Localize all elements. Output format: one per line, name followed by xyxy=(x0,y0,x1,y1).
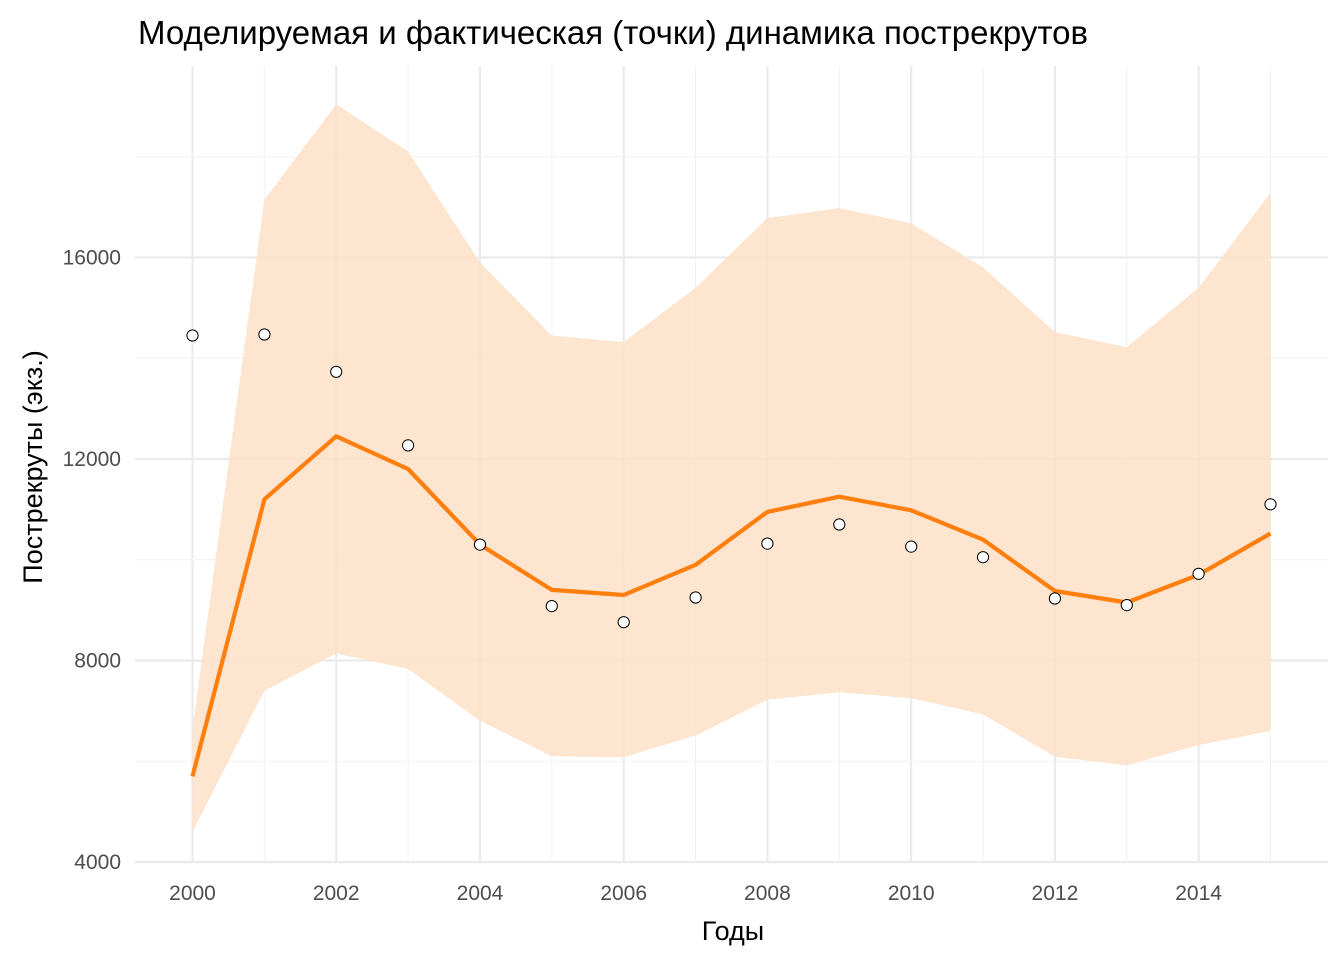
observed-point xyxy=(186,329,199,342)
y-axis-title: Пострекруты (экз.) xyxy=(18,350,48,583)
y-tick-labels: 4000 8000 12000 16000 xyxy=(63,246,121,874)
observed-point xyxy=(833,518,846,531)
observed-point xyxy=(905,540,918,553)
y-tick-label: 12000 xyxy=(63,448,121,471)
observed-point xyxy=(473,538,487,551)
observed-point xyxy=(1048,592,1062,605)
confidence-ribbon xyxy=(192,104,1271,832)
x-axis-title: Годы xyxy=(702,916,764,946)
chart-title: Моделируемая и фактическая (точки) динам… xyxy=(138,14,1088,51)
model-line-path xyxy=(190,434,1272,777)
observed-point xyxy=(402,439,415,452)
y-tick-label: 8000 xyxy=(74,650,121,673)
x-tick-label: 2004 xyxy=(457,882,504,905)
x-tick-labels: 2000 2002 2004 2006 2008 2010 2012 2014 xyxy=(169,882,1222,905)
observed-point xyxy=(617,616,630,629)
x-tick-label: 2000 xyxy=(169,882,216,905)
x-tick-label: 2006 xyxy=(600,882,647,905)
x-tick-label: 2012 xyxy=(1032,882,1079,905)
x-tick-label: 2010 xyxy=(888,882,935,905)
x-tick-label: 2008 xyxy=(744,882,791,905)
observed-point xyxy=(1120,599,1133,612)
observed-point xyxy=(258,328,271,341)
y-tick-label: 4000 xyxy=(74,851,121,874)
x-tick-label: 2014 xyxy=(1175,882,1222,905)
x-tick-label: 2002 xyxy=(313,882,360,905)
observed-point xyxy=(689,591,702,604)
ribbon-area xyxy=(192,104,1271,832)
observed-point xyxy=(545,600,558,613)
observed-point xyxy=(330,365,343,378)
y-tick-label: 16000 xyxy=(63,246,121,269)
observed-point xyxy=(1264,498,1277,511)
observed-point xyxy=(1192,567,1205,580)
observed-point xyxy=(976,551,990,564)
model-line xyxy=(190,434,1272,777)
observed-points xyxy=(186,328,1277,629)
observed-point xyxy=(761,537,774,550)
